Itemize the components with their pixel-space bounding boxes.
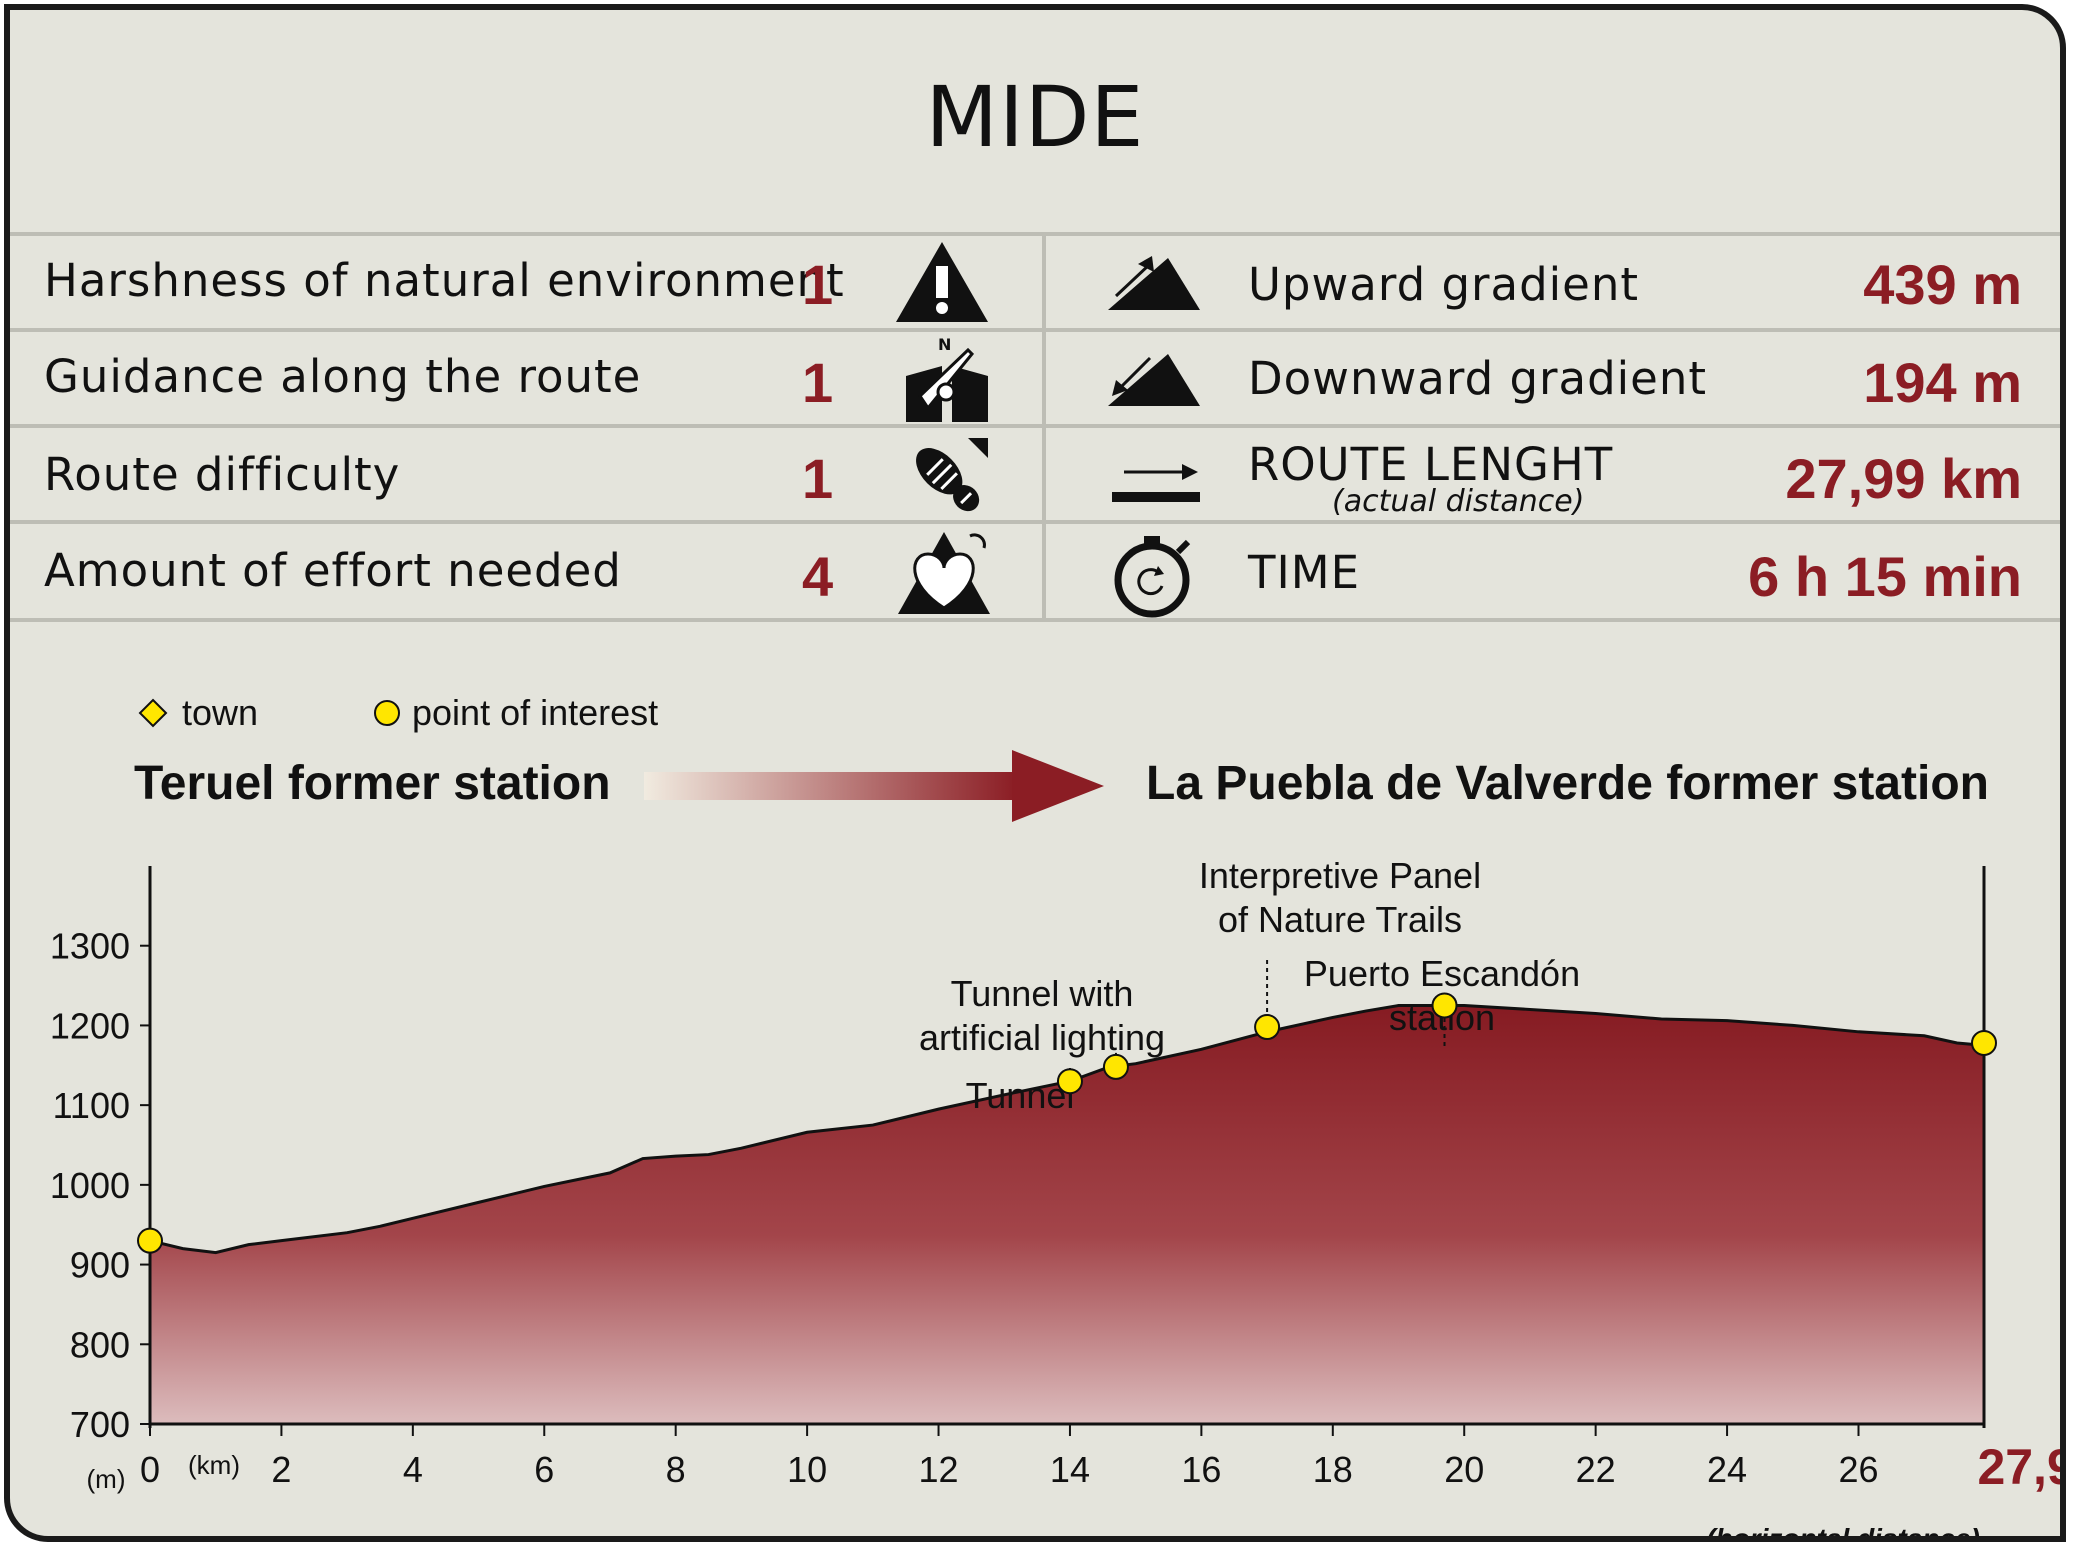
table-divider	[10, 520, 2060, 524]
warning-mountain-icon	[896, 242, 988, 322]
stat-label-upward: Upward gradient	[1248, 258, 1640, 311]
y-unit-label: (m)	[87, 1464, 126, 1494]
y-tick-label: 1100	[53, 1085, 130, 1126]
x-tick-label: 18	[1313, 1449, 1353, 1490]
poi-marker	[1056, 1068, 1083, 1095]
table-column-divider	[1042, 232, 1046, 622]
stat-label-downward: Downward gradient	[1248, 352, 1708, 405]
x-tick-label: 14	[1050, 1449, 1090, 1490]
footprint-icon	[916, 438, 988, 512]
mide-label-harshness: Harshness of natural environment	[44, 254, 845, 307]
svg-text:N: N	[938, 336, 951, 354]
x-tick-label: 22	[1576, 1449, 1616, 1490]
annotation-label: Interpretive Panel	[1199, 855, 1481, 896]
legend-town-label: town	[182, 692, 259, 733]
mide-value-guidance: 1	[802, 351, 834, 414]
y-tick-label: 1300	[50, 926, 130, 967]
page-title: MIDE	[925, 68, 1145, 166]
x-tick-label: 16	[1181, 1449, 1221, 1490]
downward-gradient-icon	[1108, 354, 1200, 406]
x-unit-label: (km)	[188, 1450, 240, 1480]
x-tick-label: 6	[534, 1449, 554, 1490]
y-tick-label: 800	[70, 1324, 130, 1365]
x-tick-label: 24	[1707, 1449, 1747, 1490]
poi-marker	[1102, 1053, 1129, 1080]
stopwatch-icon	[1114, 536, 1191, 618]
compass-map-icon: N	[906, 336, 988, 422]
poi-marker	[1971, 1029, 1997, 1056]
upward-gradient-icon	[1108, 256, 1200, 310]
poi-marker	[1254, 1014, 1281, 1041]
x-tick-label: 0	[140, 1449, 160, 1490]
poi-marker	[1431, 992, 1458, 1019]
mide-label-difficulty: Route difficulty	[44, 448, 401, 501]
stat-value-route-length: 27,99 km	[1785, 447, 2022, 510]
route-direction-arrow-icon	[644, 750, 1104, 822]
annotation-label: artificial lighting	[919, 1017, 1165, 1058]
annotation-label: Tunnel with	[951, 973, 1134, 1014]
annotation-label: of Nature Trails	[1218, 899, 1462, 940]
poi-marker	[137, 1227, 163, 1254]
stat-value-time: 6 h 15 min	[1748, 545, 2022, 608]
y-tick-label: 1000	[50, 1165, 130, 1206]
mide-value-harshness: 1	[802, 253, 834, 316]
route-length-icon	[1112, 464, 1200, 502]
mide-value-effort: 4	[802, 545, 834, 608]
stat-label-time: TIME	[1248, 546, 1361, 599]
poi-marker-icon	[374, 700, 400, 726]
x-tick-label: 12	[919, 1449, 959, 1490]
table-divider	[10, 424, 2060, 428]
table-divider	[10, 232, 2060, 236]
annotation-label: Tunnel	[966, 1075, 1075, 1116]
stat-value-upward: 439 m	[1863, 253, 2022, 316]
route-end-label: La Puebla de Valverde former station	[1146, 757, 1989, 810]
y-tick-label: 1200	[50, 1005, 130, 1046]
elevation-line	[149, 1004, 1985, 1255]
stat-label-route-length: ROUTE LENGHT	[1248, 438, 1614, 491]
table-divider	[10, 328, 2060, 332]
x-tick-label: 2	[271, 1449, 291, 1490]
mide-value-difficulty: 1	[802, 447, 834, 510]
town-marker-icon	[138, 698, 168, 728]
heart-mountain-icon	[898, 532, 990, 614]
annotation-label: Puerto Escandón	[1304, 953, 1580, 994]
y-tick-label: 700	[70, 1404, 130, 1445]
mide-label-effort: Amount of effort needed	[44, 544, 622, 597]
y-tick-label: 900	[70, 1245, 130, 1286]
route-start-label: Teruel former station	[134, 757, 611, 810]
x-note-label: (horizontal distance)	[1706, 1523, 1980, 1542]
x-tick-label: 4	[403, 1449, 423, 1490]
x-tick-label: 10	[787, 1449, 827, 1490]
x-tick-label: 26	[1838, 1449, 1878, 1490]
legend-poi-label: point of interest	[412, 692, 659, 733]
elevation-area	[150, 1005, 1984, 1424]
table-divider	[10, 618, 2060, 622]
mide-panel: MIDE Harshness of natural environment 1 …	[4, 4, 2066, 1542]
mide-label-guidance: Guidance along the route	[44, 350, 642, 403]
x-tick-label: 20	[1444, 1449, 1484, 1490]
stat-value-downward: 194 m	[1863, 351, 2022, 414]
x-end-label: 27,91	[1977, 1439, 2066, 1495]
x-tick-label: 8	[666, 1449, 686, 1490]
stat-sublabel-route-length: (actual distance)	[1332, 484, 1585, 519]
